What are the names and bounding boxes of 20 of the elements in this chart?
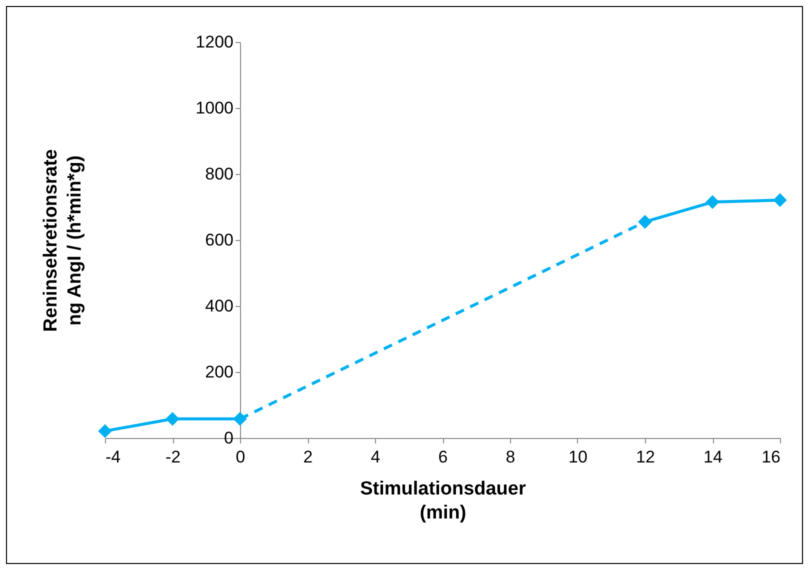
- x-tick-label: 2: [303, 448, 313, 466]
- x-tick-label: 12: [636, 448, 655, 466]
- x-tick-label: 6: [438, 448, 448, 466]
- y-tick-label: 400: [205, 296, 234, 316]
- y-tick-label: 600: [205, 230, 234, 250]
- y-axis-title: Reninsekretionsrate ng AngI / (h*min*g): [40, 149, 86, 332]
- x-tick-label: 0: [236, 448, 246, 466]
- y-tick-label: 1200: [196, 32, 234, 52]
- x-axis-title: Stimulationsdauer (min): [360, 478, 526, 524]
- x-tick-label: 16: [762, 448, 780, 466]
- x-tick-label: 4: [370, 448, 380, 466]
- x-tick-label: 14: [704, 448, 722, 466]
- y-tick-label: 200: [205, 362, 234, 382]
- y-tick-label: 0: [224, 428, 234, 448]
- x-tick-label: 8: [506, 448, 516, 466]
- x-tick-label: -4: [106, 448, 121, 466]
- x-tick-label: 10: [568, 448, 588, 466]
- y-tick-label: 1000: [196, 98, 234, 118]
- x-tick-label: -2: [165, 448, 181, 466]
- y-tick-label: 800: [205, 164, 234, 184]
